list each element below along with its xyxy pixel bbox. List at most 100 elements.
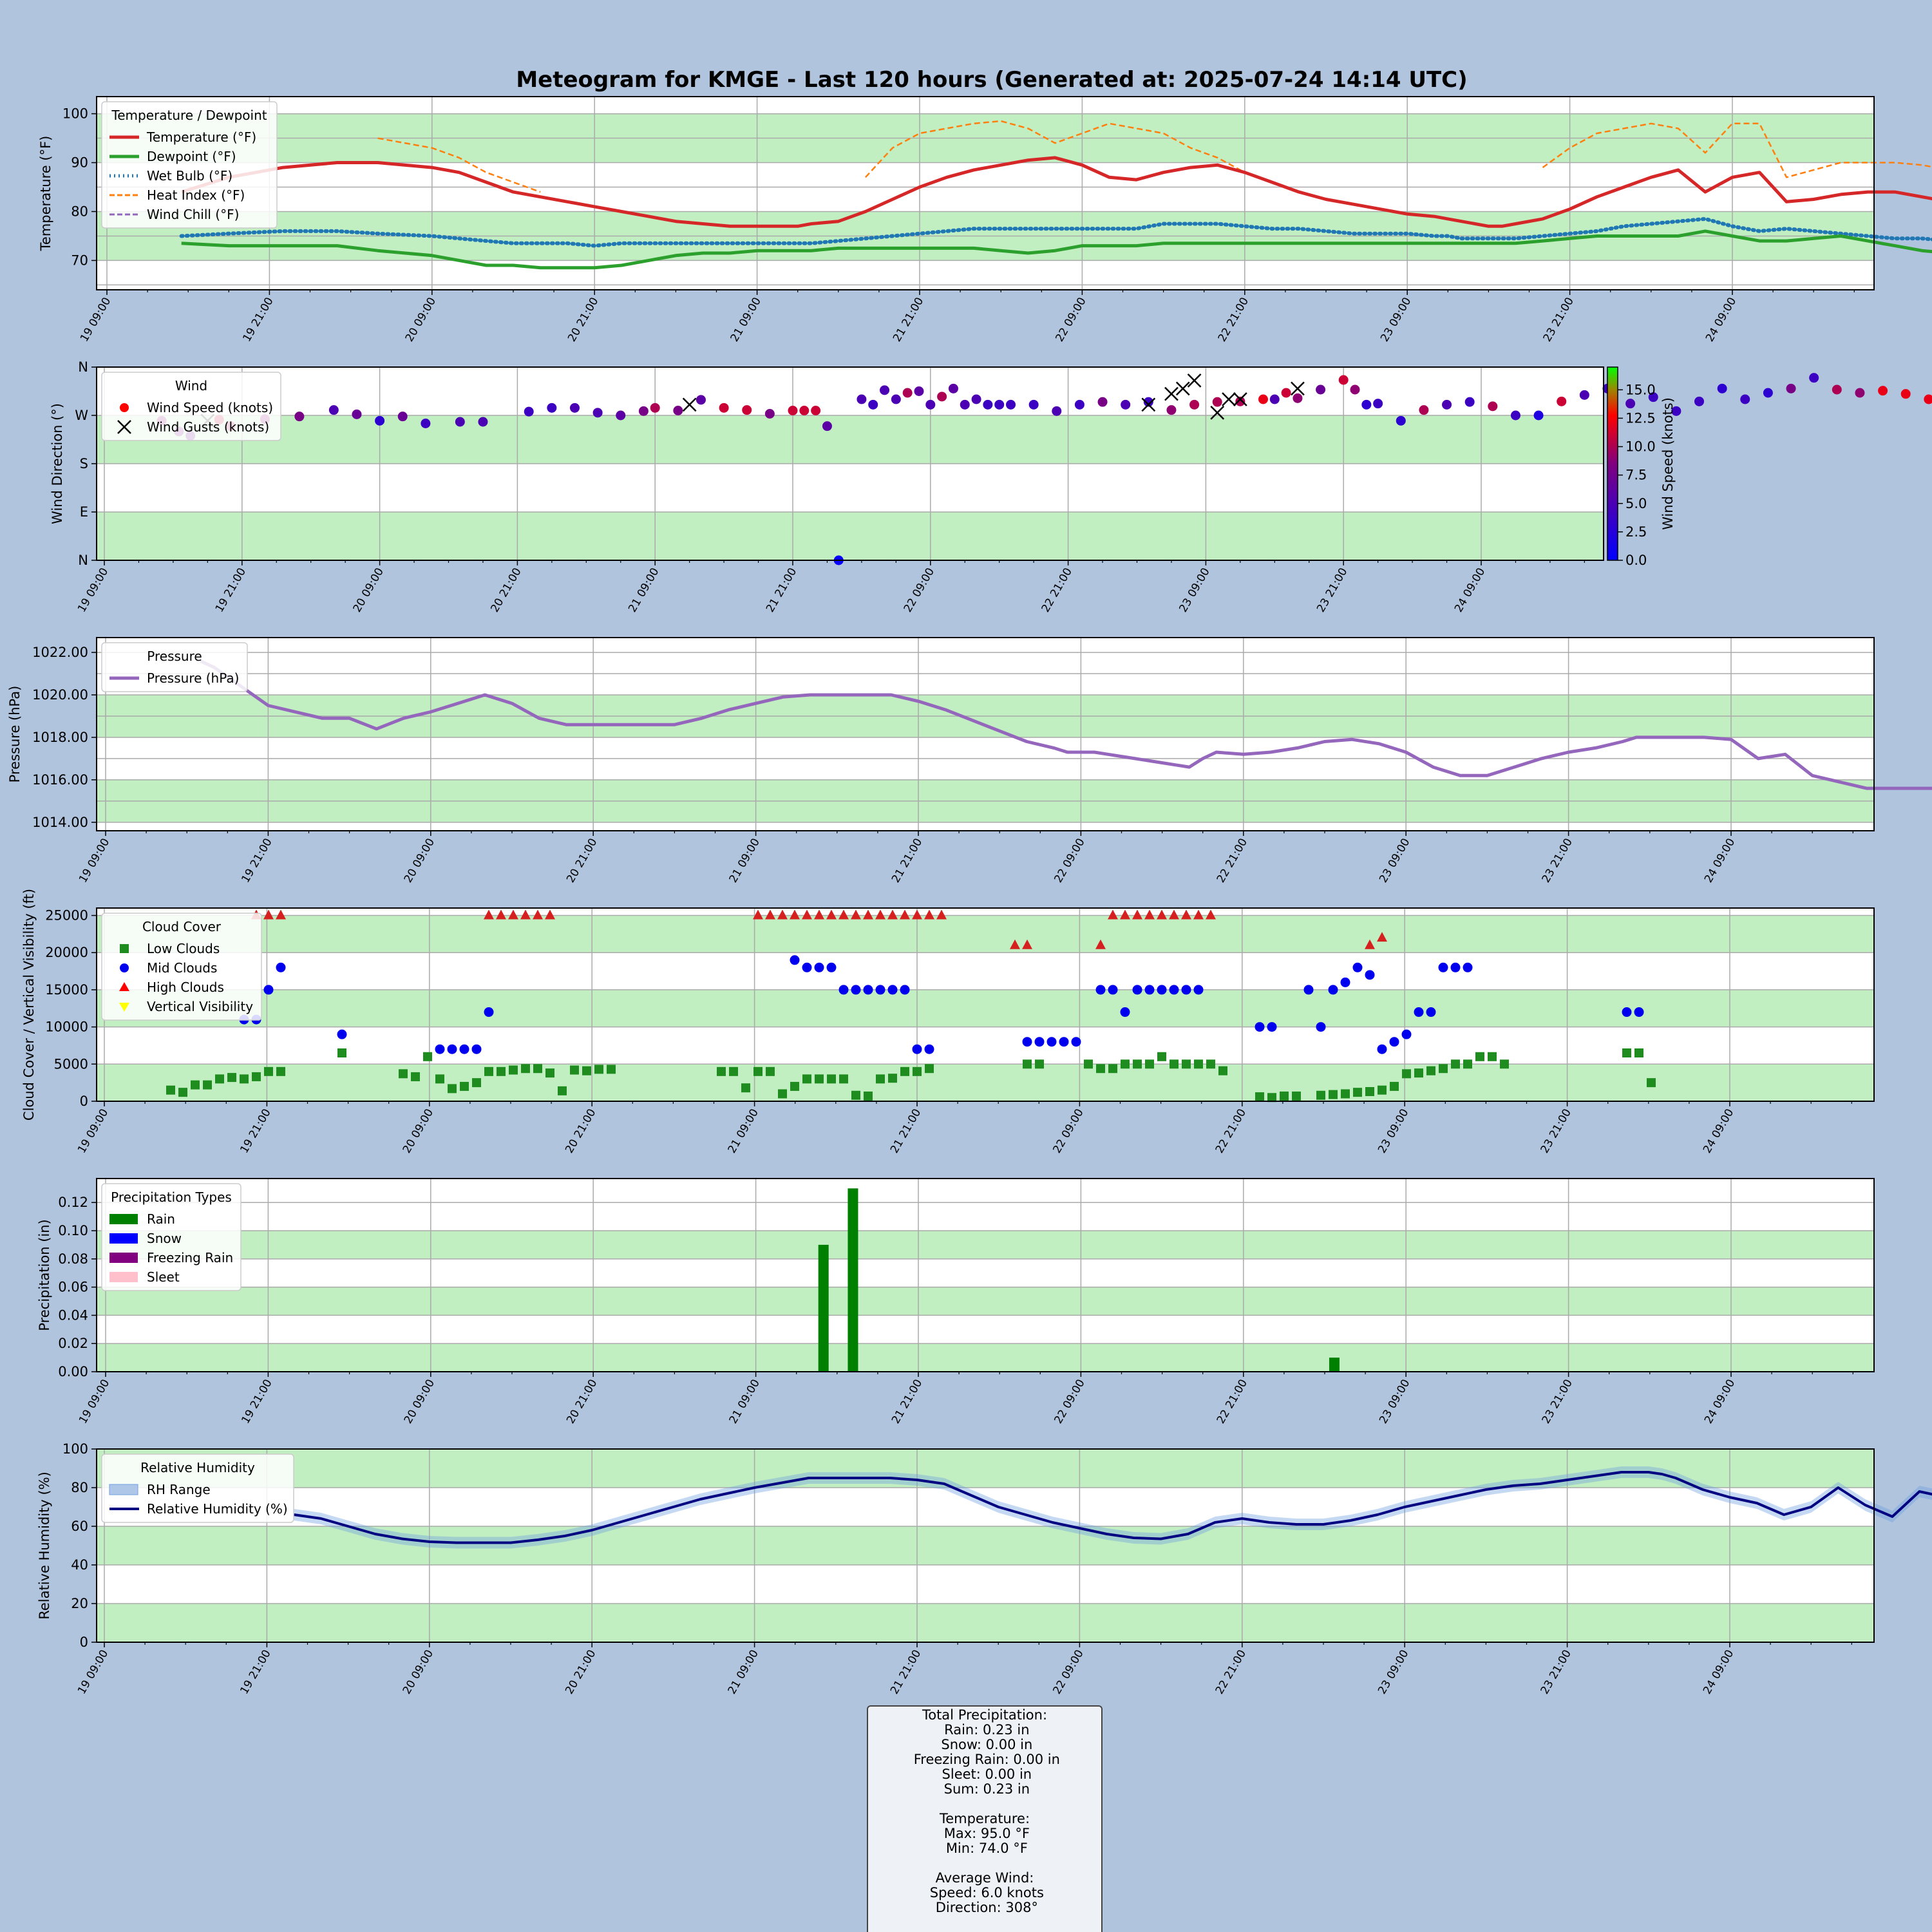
x-tick-label: 19 09:00 bbox=[77, 837, 112, 886]
wind-speed-point bbox=[960, 399, 970, 410]
x-tick-label: 22 09:00 bbox=[1050, 1107, 1086, 1156]
high-cloud-point bbox=[1365, 939, 1375, 949]
high-cloud-point bbox=[1108, 909, 1118, 920]
x-tick-label: 19 09:00 bbox=[77, 1378, 112, 1426]
y-tick-label: N bbox=[78, 553, 88, 568]
y-tick-label: E bbox=[80, 504, 88, 520]
low-cloud-point bbox=[423, 1052, 432, 1061]
mid-cloud-point bbox=[826, 962, 837, 972]
x-tick-label: 21 21:00 bbox=[888, 1648, 923, 1697]
mid-cloud-point bbox=[1463, 962, 1473, 972]
series-line bbox=[377, 120, 1932, 193]
legend-swatch bbox=[120, 944, 129, 953]
x-tick-label: 23 21:00 bbox=[1539, 1648, 1574, 1697]
mid-cloud-point bbox=[276, 962, 286, 972]
x-tick-label: 24 09:00 bbox=[1702, 1378, 1738, 1426]
low-cloud-point bbox=[533, 1064, 542, 1074]
y-tick-label: 80 bbox=[71, 1480, 88, 1495]
wind-speed-point bbox=[478, 417, 488, 427]
x-tick-label: 21 09:00 bbox=[728, 296, 764, 345]
wind-speed-point bbox=[696, 395, 706, 405]
y-tick-label: 0.00 bbox=[58, 1364, 88, 1379]
mid-cloud-point bbox=[1022, 1037, 1032, 1047]
mid-cloud-point bbox=[447, 1044, 457, 1054]
x-tick-label: 24 09:00 bbox=[1701, 1107, 1736, 1156]
mid-cloud-point bbox=[851, 985, 861, 995]
wind-speed-point bbox=[1189, 399, 1200, 410]
low-cloud-point bbox=[264, 1066, 273, 1076]
low-cloud-point bbox=[337, 1048, 346, 1057]
low-cloud-point bbox=[1365, 1087, 1374, 1096]
low-cloud-point bbox=[1402, 1069, 1411, 1079]
legend-label: Wind Gusts (knots) bbox=[147, 419, 269, 435]
low-cloud-point bbox=[448, 1084, 457, 1094]
colorbar-tick-label: 7.5 bbox=[1625, 468, 1647, 483]
low-cloud-point bbox=[876, 1074, 885, 1084]
wind-speed-point bbox=[1464, 397, 1475, 407]
low-cloud-point bbox=[1133, 1059, 1142, 1069]
legend-title: Pressure bbox=[147, 649, 202, 664]
mid-cloud-point bbox=[1328, 985, 1338, 995]
mid-cloud-point bbox=[1622, 1007, 1632, 1018]
wind-speed-point bbox=[1052, 406, 1062, 416]
x-tick-label: 24 09:00 bbox=[1702, 837, 1738, 886]
x-tick-label: 20 09:00 bbox=[403, 296, 439, 345]
wind-speed-point bbox=[1694, 396, 1705, 406]
low-cloud-point bbox=[766, 1066, 775, 1076]
wind-speed-point bbox=[1235, 396, 1245, 406]
low-cloud-point bbox=[1084, 1059, 1093, 1069]
mid-cloud-point bbox=[1157, 985, 1167, 995]
low-cloud-point bbox=[864, 1091, 873, 1101]
legend-label: Rain bbox=[147, 1211, 175, 1227]
wind-speed-point bbox=[1625, 399, 1636, 409]
wind-speed-point bbox=[569, 402, 580, 413]
low-cloud-point bbox=[1353, 1088, 1362, 1097]
wind-speed-point bbox=[1878, 386, 1888, 396]
wind-speed-point bbox=[1809, 373, 1819, 383]
y-tick-label: 40 bbox=[71, 1557, 88, 1573]
low-cloud-point bbox=[851, 1090, 860, 1100]
wind-speed-point bbox=[455, 417, 465, 427]
mid-cloud-point bbox=[1144, 985, 1155, 995]
wind-speed-point bbox=[592, 408, 603, 418]
legend-label: Sleet bbox=[147, 1269, 180, 1285]
legend-title: Wind bbox=[175, 378, 207, 393]
mid-cloud-point bbox=[1414, 1007, 1424, 1018]
x-tick-label: 22 21:00 bbox=[1213, 1107, 1249, 1156]
y-axis-label: Pressure (hPa) bbox=[7, 686, 23, 783]
low-cloud-point bbox=[607, 1065, 616, 1074]
wind-speed-point bbox=[811, 406, 821, 415]
low-cloud-point bbox=[521, 1064, 530, 1074]
wind-gust-point bbox=[1175, 381, 1190, 396]
low-cloud-point bbox=[925, 1064, 934, 1074]
high-cloud-point bbox=[912, 909, 922, 920]
mid-cloud-point bbox=[1193, 985, 1204, 995]
low-cloud-point bbox=[276, 1066, 285, 1076]
low-cloud-point bbox=[1390, 1081, 1399, 1091]
wind-speed-point bbox=[1074, 399, 1084, 410]
wind-speed-point bbox=[742, 405, 752, 415]
low-cloud-point bbox=[203, 1080, 212, 1090]
y-tick-label: 15000 bbox=[45, 982, 88, 998]
legend-label: High Clouds bbox=[147, 980, 224, 995]
low-cloud-point bbox=[399, 1069, 408, 1079]
wind-speed-point bbox=[421, 419, 431, 428]
rain-bar bbox=[818, 1244, 829, 1372]
legend-label: Temperature (°F) bbox=[146, 129, 256, 145]
high-cloud-point bbox=[814, 909, 824, 920]
wind-speed-point bbox=[1832, 384, 1842, 395]
mid-cloud-point bbox=[1316, 1022, 1326, 1032]
legend-swatch bbox=[109, 1484, 138, 1495]
low-cloud-point bbox=[1206, 1059, 1215, 1069]
wind-speed-point bbox=[1269, 394, 1280, 404]
low-cloud-point bbox=[1194, 1059, 1203, 1069]
wind-speed-point bbox=[822, 421, 832, 431]
y-tick-label: 0.10 bbox=[58, 1223, 88, 1238]
wind-speed-point bbox=[1097, 397, 1108, 407]
y-tick-label: 60 bbox=[71, 1519, 88, 1534]
mid-cloud-point bbox=[1059, 1037, 1069, 1047]
wind-speed-point bbox=[1281, 388, 1291, 398]
low-cloud-point bbox=[1622, 1048, 1631, 1057]
high-cloud-point bbox=[1120, 909, 1130, 920]
band bbox=[97, 1526, 1874, 1565]
